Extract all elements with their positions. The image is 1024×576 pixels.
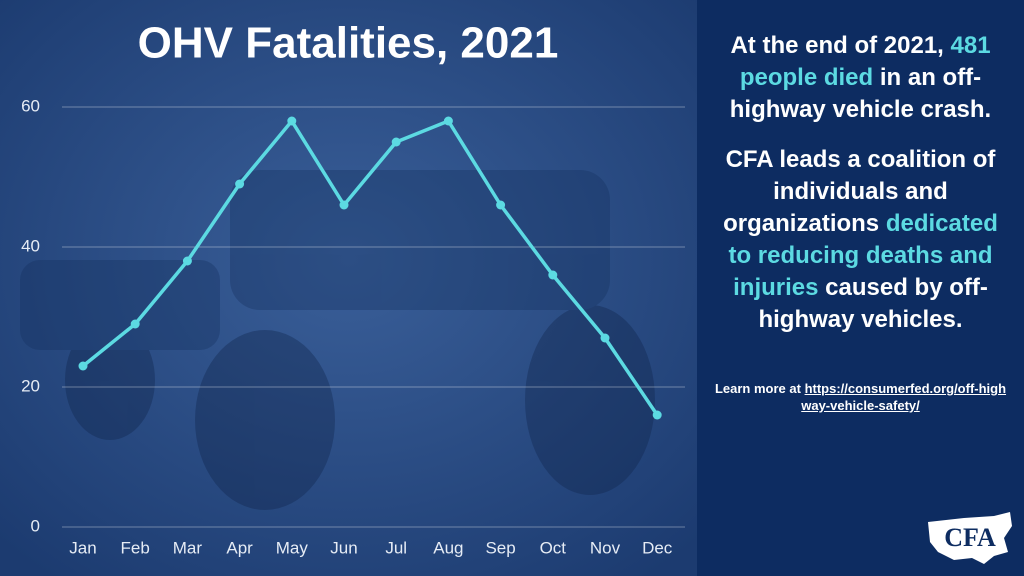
- x-tick-label: Jul: [385, 538, 407, 557]
- y-tick-label: 60: [21, 96, 40, 115]
- chart: OHV Fatalities, 2021 0 20 40 60 Jan Feb Mar Apr…: [0, 0, 697, 576]
- point: [652, 410, 662, 420]
- point: [182, 256, 192, 266]
- y-tick-label: 40: [21, 236, 40, 255]
- learn-more: Learn more at https://consumerfed.org/of…: [697, 380, 1024, 414]
- x-tick-label: May: [276, 538, 309, 557]
- x-tick-label: Jun: [330, 538, 357, 557]
- x-tick-label: Sep: [485, 538, 515, 557]
- logo-map: [928, 512, 1012, 564]
- point: [78, 361, 88, 371]
- x-tick-label: Nov: [590, 538, 621, 557]
- line: [81, 119, 659, 416]
- x-tick-label: Dec: [642, 538, 673, 557]
- x-tick-label: Aug: [433, 538, 463, 557]
- photo-silhouette: [20, 170, 655, 510]
- point: [443, 116, 453, 126]
- highlight-text: 481 people died: [739, 32, 991, 91]
- x-tick-label: Mar: [173, 538, 203, 557]
- paragraph: At the end of 2021, 481 people died in a…: [697, 30, 1024, 126]
- point: [339, 200, 349, 210]
- point: [287, 116, 297, 126]
- sidebar: At the end of 2021, 481 people died in a…: [697, 0, 1024, 576]
- link[interactable]: https://consumerfed.org/off-highway-vehi…: [801, 381, 1007, 413]
- point: [496, 200, 506, 210]
- text: CFA leads a coalition of individuals and…: [723, 146, 996, 237]
- paragraph: CFA leads a coalition of individuals and…: [697, 144, 1024, 336]
- point: [548, 270, 558, 280]
- chart-title: OHV Fatalities, 2021: [138, 19, 559, 68]
- background: [0, 0, 697, 576]
- x-tick-label: Jan: [69, 538, 96, 557]
- learn-more-text: Learn more at: [714, 381, 801, 396]
- y-tick-label: 0: [31, 516, 40, 535]
- text: At the end of 2021,: [730, 32, 944, 59]
- y-tick-label: 20: [21, 376, 40, 395]
- highlight-text: dedicated to reducing deaths and injurie…: [728, 210, 998, 301]
- point: [130, 319, 140, 329]
- point: [235, 179, 245, 189]
- text: in an off-highway vehicle crash.: [729, 64, 992, 123]
- x-tick-label: Apr: [226, 538, 253, 557]
- point: [391, 137, 401, 147]
- logo-text: CFA: [944, 523, 996, 552]
- logo: CFA: [928, 512, 1012, 564]
- text: caused by off-highway vehicles.: [758, 274, 988, 333]
- x-tick-label: Feb: [121, 538, 150, 557]
- point: [600, 333, 610, 343]
- x-tick-label: Oct: [540, 538, 567, 557]
